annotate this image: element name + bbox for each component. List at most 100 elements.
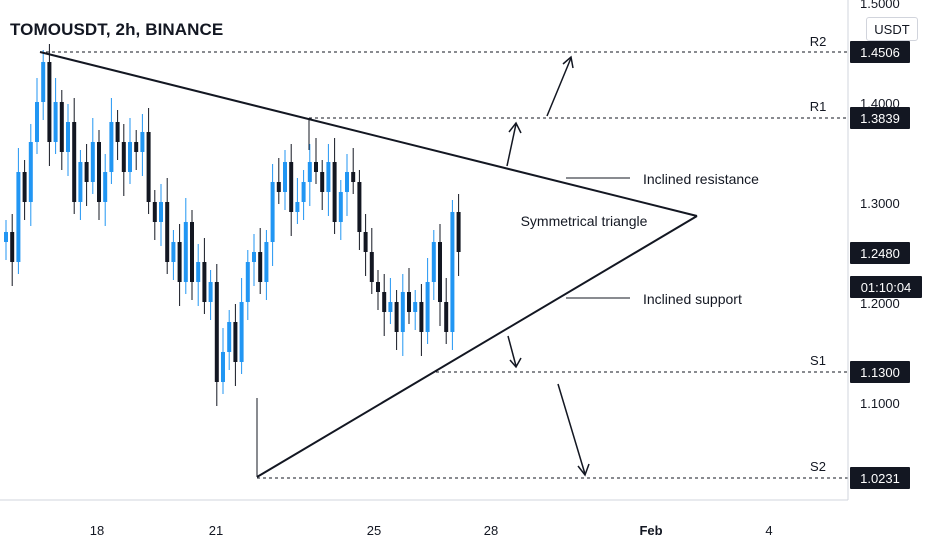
candle-body <box>233 322 238 362</box>
candle-body <box>351 172 356 182</box>
annotation-label: Symmetrical triangle <box>521 213 648 229</box>
price-badge <box>850 276 922 298</box>
x-tick-label: 21 <box>209 523 223 538</box>
candle-body <box>214 282 219 382</box>
candle-body <box>221 352 225 382</box>
y-tick-label: 1.5000 <box>860 0 900 11</box>
x-tick-label: Feb <box>639 523 662 538</box>
candle-body <box>338 192 343 222</box>
candle-body <box>16 172 21 262</box>
candle-body <box>196 262 201 282</box>
candle-body <box>289 162 294 212</box>
candle-body <box>376 282 380 292</box>
candle-body <box>4 232 8 242</box>
price-badge-label: 1.2480 <box>860 246 900 261</box>
candle-body <box>128 142 132 172</box>
candle-body <box>276 182 281 192</box>
y-tick-label: 1.2000 <box>860 296 900 311</box>
candle-body <box>394 302 399 332</box>
candle-body <box>419 302 424 332</box>
level-label-r2: R2 <box>810 34 827 49</box>
arrow-up-to-r1-icon <box>506 121 522 167</box>
candle-body <box>283 162 287 192</box>
candle-body <box>320 172 325 192</box>
price-badge-label: 1.1300 <box>860 365 900 380</box>
x-tick-label: 28 <box>484 523 498 538</box>
chart-title: TOMOUSDT, 2h, BINANCE <box>10 20 224 39</box>
price-badge <box>850 467 910 489</box>
y-tick-label: 1.3000 <box>860 196 900 211</box>
candle-body <box>314 162 318 172</box>
candle-body <box>258 252 263 282</box>
candle-body <box>190 222 194 282</box>
candle-body <box>382 292 387 312</box>
level-label-s2: S2 <box>810 459 826 474</box>
candle-body <box>332 162 337 222</box>
candle-body <box>295 202 300 212</box>
candle-body <box>171 242 176 262</box>
currency-selector[interactable]: USDT <box>866 17 918 41</box>
candle-body <box>103 172 108 202</box>
level-label-s1: S1 <box>810 353 826 368</box>
candle-body <box>35 102 39 142</box>
x-tick-label: 25 <box>367 523 381 538</box>
candle-body <box>307 162 312 182</box>
candle-body <box>438 242 442 302</box>
arrow-down-to-s2-icon <box>557 383 590 477</box>
candle-body <box>252 252 256 262</box>
candle-body <box>59 102 64 152</box>
candle-body <box>177 242 182 282</box>
inclined-support-line[interactable] <box>256 215 698 478</box>
price-badge-label: 1.0231 <box>860 471 900 486</box>
labels-group: R2 R1 S1 S2 Inclined resistance Symmetrical t… <box>521 34 827 474</box>
candle-body <box>22 172 27 202</box>
candle-body <box>208 282 213 302</box>
candle-body <box>84 162 89 182</box>
candle-body <box>72 122 77 202</box>
candle-body <box>270 182 275 242</box>
candle-body <box>239 302 244 362</box>
candle-body <box>425 282 430 332</box>
price-badge-label: 1.4506 <box>860 45 900 60</box>
price-axis-background <box>848 0 932 550</box>
inclined-resistance-line[interactable] <box>39 51 698 217</box>
y-tick-label: 1.1000 <box>860 396 900 411</box>
candle-body <box>202 262 207 302</box>
candle-body <box>413 302 418 312</box>
candles-group <box>4 44 461 406</box>
candle-body <box>264 242 269 282</box>
candle-body <box>152 202 157 222</box>
price-badge <box>850 41 910 63</box>
candle-body <box>47 62 52 142</box>
level-label-r1: R1 <box>810 99 827 114</box>
price-badge-label: 01:10:04 <box>861 280 912 295</box>
candle-body <box>97 142 101 202</box>
candle-body <box>456 212 461 252</box>
candle-body <box>28 142 33 202</box>
candle-body <box>407 292 411 312</box>
candle-body <box>134 142 139 152</box>
candle-body <box>357 182 362 232</box>
candle-body <box>140 132 145 152</box>
arrow-up-to-r2-icon <box>546 55 574 117</box>
candle-body <box>41 62 46 102</box>
candle-body <box>245 262 250 302</box>
candle-body <box>444 302 449 332</box>
candle-body <box>109 122 114 172</box>
candle-body <box>400 292 405 332</box>
candle-body <box>388 302 393 312</box>
candle-body <box>345 172 349 192</box>
annotation-label: Inclined resistance <box>643 171 759 187</box>
x-tick-label: 4 <box>765 523 772 538</box>
candle-body <box>301 182 306 202</box>
candle-body <box>115 122 120 142</box>
candle-body <box>431 242 436 282</box>
candle-body <box>90 142 95 182</box>
candle-body <box>121 142 126 172</box>
candle-body <box>10 232 15 262</box>
price-badge <box>850 107 910 129</box>
drawings-group <box>39 51 848 479</box>
candle-body <box>369 252 374 282</box>
